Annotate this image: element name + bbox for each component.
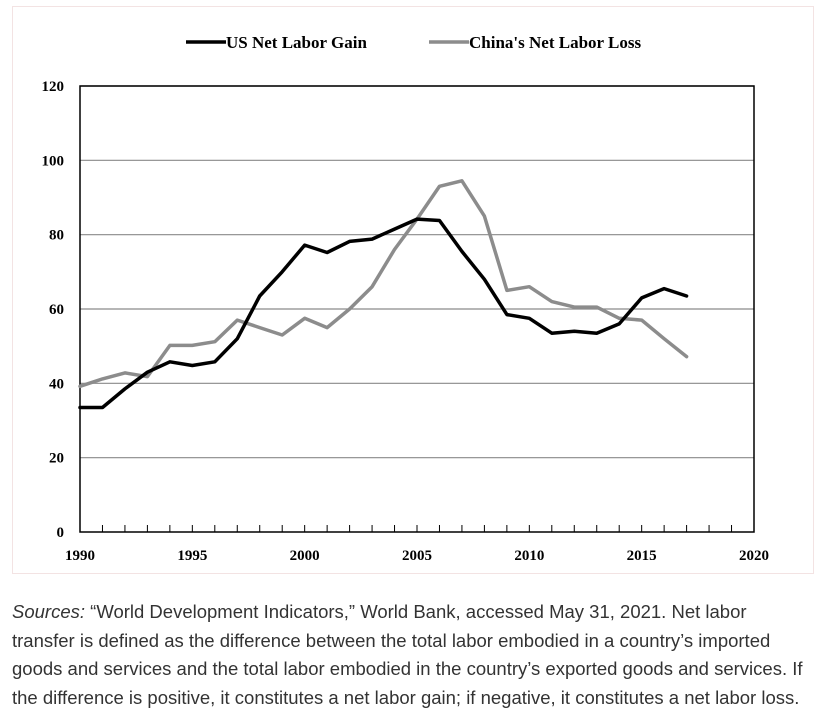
x-tick-label: 2005 [402, 548, 432, 564]
source-text: “World Development Indicators,” World Ba… [12, 601, 803, 708]
source-note: Sources: “World Development Indicators,”… [12, 598, 814, 712]
series-line-china-net-labor-loss [78, 179, 689, 389]
y-tick-label: 100 [42, 153, 65, 169]
axes [79, 85, 755, 533]
x-tick-label: 2020 [739, 548, 769, 564]
source-label: Sources: [12, 601, 86, 622]
series-lines [78, 179, 689, 410]
y-tick-label: 80 [49, 228, 64, 244]
gridlines [80, 85, 754, 459]
y-tick-label: 0 [57, 525, 65, 541]
x-tick-label: 2010 [514, 548, 544, 564]
y-tick-label: 120 [42, 79, 65, 95]
tick-labels: 0 20 40 60 80 100 120 1990 1995 2000 2005 2010 2015 2… [42, 79, 770, 564]
figure-frame: 0 20 40 60 80 100 120 1990 1995 2000 2005 2010 2015 2… [12, 6, 814, 574]
legend: US Net Labor Gain China's Net Labor Loss [186, 33, 641, 52]
y-tick-label: 20 [49, 451, 64, 467]
y-tick-label: 60 [49, 302, 64, 318]
series-line-us-net-labor-gain [78, 217, 689, 410]
x-tick-label: 2015 [627, 548, 657, 564]
x-tick-label: 1990 [65, 548, 95, 564]
y-tick-label: 40 [49, 376, 64, 392]
legend-label-china: China's Net Labor Loss [469, 33, 641, 52]
x-tick-label: 1995 [177, 548, 207, 564]
legend-label-us: US Net Labor Gain [226, 33, 367, 52]
line-chart: 0 20 40 60 80 100 120 1990 1995 2000 2005 2010 2015 2… [42, 33, 770, 564]
x-tick-label: 2000 [290, 548, 320, 564]
